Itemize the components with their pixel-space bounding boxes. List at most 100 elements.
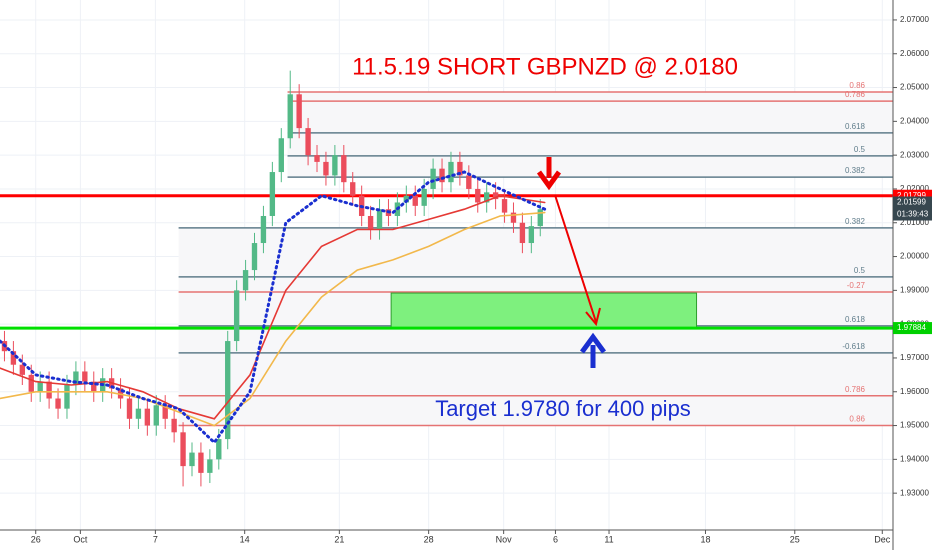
- countdown-box: [893, 208, 932, 221]
- y-tick-label: 2.04000: [900, 116, 929, 125]
- x-tick-label: 18: [700, 534, 710, 544]
- y-tick-label: 2.01000: [900, 218, 929, 227]
- candle-body: [367, 215, 374, 230]
- fib-ratio: 0.382: [845, 217, 866, 226]
- candle-body: [466, 175, 472, 189]
- candle-body: [376, 209, 383, 230]
- candle-body: [287, 94, 293, 139]
- y-tick-label: 2.03000: [900, 150, 929, 159]
- price-label-box: [893, 322, 932, 335]
- y-tick-label: 1.97000: [900, 353, 929, 362]
- arrow: [585, 307, 601, 327]
- y-tick-label: 2.02000: [900, 184, 929, 193]
- price-label: 2.01599: [897, 198, 926, 207]
- candle-body: [73, 371, 79, 385]
- candle-body: [19, 364, 26, 375]
- candle-body: [225, 341, 231, 440]
- candle-body: [46, 381, 52, 399]
- fib-ratio: 0.786: [845, 385, 866, 394]
- x-tick-label: 6: [553, 534, 558, 544]
- y-tick-label: 1.95000: [900, 421, 929, 430]
- candle-body: [537, 209, 543, 227]
- candle-body: [421, 188, 427, 206]
- fib-ratio: 0.618: [845, 315, 866, 324]
- candle-body: [430, 168, 436, 189]
- indicator-line: [0, 211, 546, 427]
- candle-body: [37, 381, 43, 392]
- x-tick-label: 21: [334, 534, 344, 544]
- candle-body: [91, 381, 97, 392]
- x-tick-label: 7: [153, 534, 158, 544]
- candle-body: [28, 374, 34, 392]
- candle-body: [82, 371, 88, 382]
- fib-ratio: -0.618: [842, 342, 865, 351]
- candle-body: [492, 192, 499, 200]
- candle-body: [144, 408, 151, 426]
- fib-ratio: -0.27: [847, 281, 866, 290]
- x-tick-label: 14: [240, 534, 250, 544]
- candle-body: [117, 388, 124, 399]
- annotation: Target 1.9780 for 400 pips: [435, 396, 691, 421]
- candle-body: [251, 243, 258, 271]
- y-tick-label: 2.05000: [900, 83, 929, 92]
- x-tick-label: Oct: [73, 534, 88, 544]
- fib-ratio: 0.5: [854, 266, 866, 275]
- plot: [0, 70, 893, 487]
- candle-body: [305, 128, 311, 156]
- candle-body: [528, 226, 535, 244]
- countdown: 01:39:43: [897, 210, 929, 219]
- candle-body: [332, 155, 338, 176]
- price-label-box: [893, 196, 932, 209]
- fib-band: [287, 91, 893, 178]
- candle-body: [341, 155, 347, 183]
- candle-body: [135, 408, 142, 419]
- y-tick-label: 1.94000: [900, 454, 929, 463]
- fib-ratio: 0.786: [845, 90, 866, 99]
- candle-body: [296, 94, 302, 129]
- candle-body: [475, 188, 481, 203]
- candle-body: [510, 212, 517, 223]
- candle-body: [457, 161, 463, 176]
- arrow: [536, 170, 562, 191]
- chart-title: 11.5.19 SHORT GBPNZD @ 2.0180: [352, 53, 738, 80]
- price-label: 2.01799: [897, 191, 926, 200]
- candle-body: [126, 398, 133, 419]
- x-tick-label: 11: [604, 534, 613, 544]
- indicator-line: [0, 170, 547, 445]
- target-zone: [390, 292, 698, 329]
- y-tick-label: 2.00000: [900, 252, 929, 261]
- axes: 1.930001.940001.950001.960001.970001.980…: [31, 15, 932, 544]
- x-tick-label: 26: [31, 534, 41, 544]
- y-tick-label: 2.07000: [900, 15, 929, 24]
- candle-body: [501, 199, 508, 213]
- candle-body: [323, 161, 329, 176]
- candle-body: [180, 432, 186, 467]
- candle-body: [403, 195, 409, 203]
- candle-body: [207, 459, 213, 473]
- fib-ratio: 0.5: [854, 145, 866, 154]
- candle-body: [153, 405, 159, 426]
- candle-body: [412, 195, 418, 206]
- candle-body: [242, 270, 249, 291]
- y-tick-label: 2.06000: [900, 49, 929, 58]
- candle-body: [439, 168, 445, 183]
- candle-body: [519, 222, 526, 244]
- candle-body: [55, 398, 61, 409]
- arrow: [554, 194, 597, 323]
- candle-body: [260, 215, 267, 244]
- candle-body: [64, 384, 70, 409]
- fib-ratio: 0.382: [845, 166, 866, 175]
- fib-ratio: 0.618: [845, 122, 866, 131]
- candle-body: [162, 405, 168, 419]
- candle-body: [216, 439, 222, 460]
- candle-body: [198, 452, 204, 473]
- candle-body: [269, 172, 276, 216]
- candle-body: [171, 418, 177, 433]
- x-tick-label: 28: [424, 534, 434, 544]
- candle-body: [314, 155, 320, 162]
- y-tick-label: 1.93000: [900, 488, 929, 497]
- x-tick-label: Dec: [874, 534, 891, 544]
- arrow: [579, 332, 607, 354]
- fib-ratio: 0.86: [849, 81, 865, 90]
